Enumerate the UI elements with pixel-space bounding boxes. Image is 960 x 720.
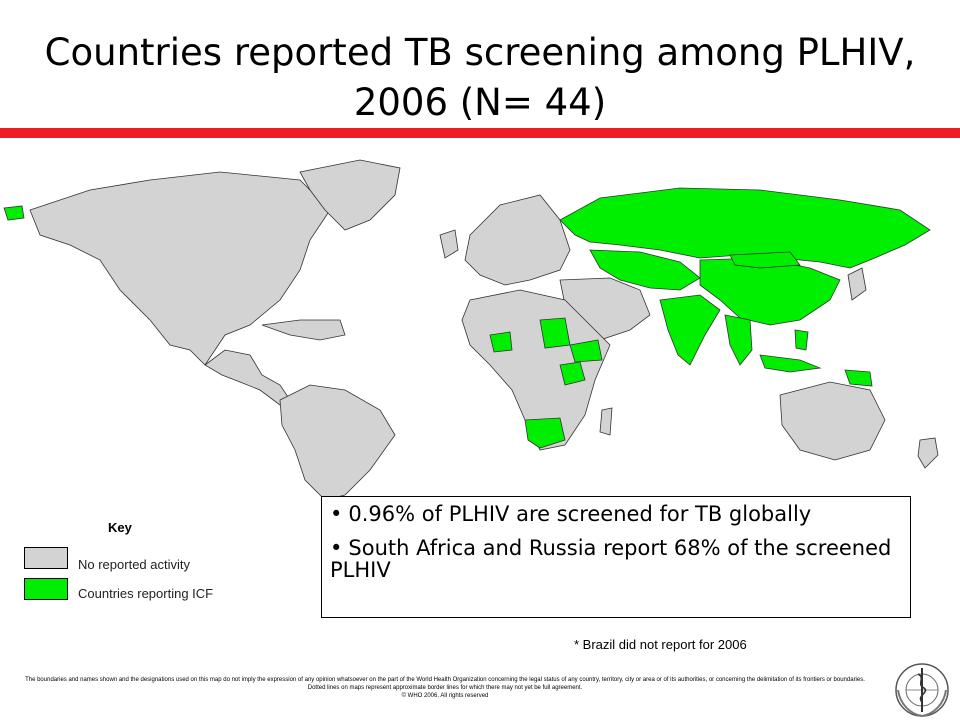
region-se-asia: [724, 314, 753, 366]
region-madagascar: [599, 407, 613, 436]
disclaimer-line-1: The boundaries and names shown and the d…: [25, 677, 865, 683]
legend-label-no-activity: No reported activity: [78, 557, 190, 572]
callout-bullet-1: 0.96% of PLHIV are screened for TB globa…: [330, 503, 900, 525]
world-map: [3, 159, 939, 500]
region-china: [699, 257, 841, 326]
region-nz: [917, 437, 939, 469]
region-africa: [461, 289, 611, 451]
region-png: [844, 369, 873, 387]
legend-swatch-reporting-icf: [24, 578, 68, 600]
title-line-2: 2006 (N= 44): [353, 81, 607, 124]
key-title: Key: [108, 520, 132, 535]
brazil-note: * Brazil did not report for 2006: [574, 637, 747, 652]
callout-bullets: 0.96% of PLHIV are screened for TB globa…: [330, 503, 900, 581]
title-line-1: Countries reported TB screening among PL…: [44, 31, 916, 74]
region-southern-africa-green: [524, 417, 566, 449]
region-south-america: [279, 384, 396, 500]
region-alaska-green: [3, 205, 25, 221]
region-ethiopia-green: [569, 339, 603, 363]
region-caribbean: [261, 319, 346, 341]
accent-bar: [0, 128, 960, 138]
region-mongolia: [729, 251, 801, 269]
legend-label-reporting-icf: Countries reporting ICF: [78, 586, 214, 601]
region-north-america: [29, 171, 331, 366]
region-central-america: [204, 349, 291, 406]
region-west-africa-green: [489, 331, 513, 353]
region-australia: [779, 381, 886, 461]
region-philippines: [794, 329, 809, 351]
region-europe: [464, 194, 571, 286]
region-japan: [847, 267, 867, 301]
callout-box: 0.96% of PLHIV are screened for TB globa…: [321, 496, 911, 618]
disclaimer-line-2: Dotted lines on maps represent approxima…: [307, 685, 583, 691]
disclaimer-line-3: © WHO 2006. All rights reserved: [401, 693, 489, 699]
region-sudan-green: [539, 317, 571, 349]
region-indonesia: [759, 354, 822, 373]
region-east-africa-green: [559, 361, 586, 386]
region-india: [659, 294, 721, 366]
legend-swatch-no-activity: [24, 547, 68, 569]
callout-bullet-2: South Africa and Russia report 68% of th…: [330, 537, 900, 581]
region-russia: [559, 187, 931, 269]
region-greenland: [299, 159, 401, 231]
who-emblem-icon: [895, 663, 949, 717]
disclaimer: The boundaries and names shown and the d…: [10, 676, 880, 700]
page-title: Countries reported TB screening among PL…: [0, 28, 960, 128]
region-uk: [439, 229, 459, 259]
region-central-asia: [589, 249, 701, 291]
